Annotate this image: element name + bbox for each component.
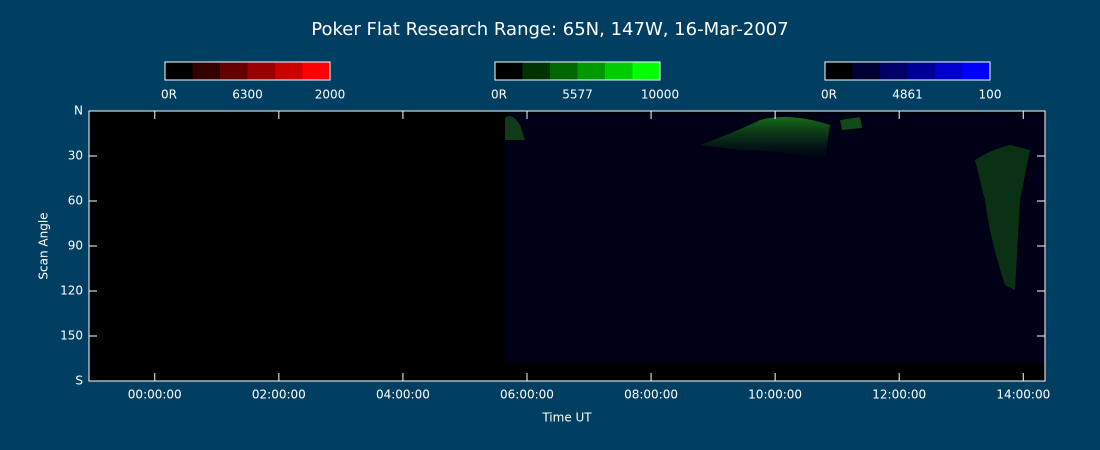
colorbar-frame	[494, 61, 661, 81]
x-tick-label: 02:00:00	[252, 388, 306, 402]
colorbar-segment	[825, 62, 853, 80]
colorbar-segment	[577, 62, 605, 80]
colorbar-segment	[247, 62, 275, 80]
colorbar-segment	[632, 62, 660, 80]
colorbar-label: 0R	[161, 88, 177, 102]
y-axis-label: Scan Angle	[37, 212, 51, 279]
keogram-aurora	[975, 145, 1030, 290]
colorbar-segment	[220, 62, 248, 80]
colorbar-segment	[192, 62, 220, 80]
colorbar-segment	[275, 62, 303, 80]
colorbar-frame	[164, 61, 331, 81]
keogram-noise	[505, 113, 1045, 363]
chart-title: Poker Flat Research Range: 65N, 147W, 16…	[311, 19, 788, 40]
y-tick-label: S	[75, 374, 83, 388]
colorbar-segment	[495, 62, 523, 80]
colorbar-label: 2000	[315, 88, 346, 102]
colorbar-segment	[165, 62, 193, 80]
x-tick-label: 06:00:00	[500, 388, 554, 402]
colorbar-segment	[935, 62, 963, 80]
colorbar-segment	[962, 62, 990, 80]
colorbar-frame	[824, 61, 991, 81]
colorbar-label: 0R	[491, 88, 507, 102]
colorbar-segment	[880, 62, 908, 80]
x-tick-label: 00:00:00	[128, 388, 182, 402]
colorbar-segment	[302, 62, 330, 80]
colorbar-segment	[852, 62, 880, 80]
y-tick-label: 60	[68, 194, 83, 208]
y-tick-label: 90	[68, 239, 83, 253]
x-tick-label: 14:00:00	[996, 388, 1050, 402]
colorbar-label: 100	[979, 88, 1002, 102]
colorbar-label: 6300	[232, 88, 263, 102]
colorbar-segment	[550, 62, 578, 80]
colorbar-segment	[522, 62, 550, 80]
keogram-aurora	[505, 116, 525, 140]
colorbar-label: 0R	[821, 88, 837, 102]
y-tick-label: N	[74, 104, 83, 118]
colorbar-segment	[605, 62, 633, 80]
colorbar-label: 5577	[562, 88, 593, 102]
x-tick-label: 08:00:00	[624, 388, 678, 402]
colorbar-label: 4861	[892, 88, 923, 102]
y-tick-label: 150	[60, 329, 83, 343]
keogram-aurora	[700, 116, 830, 160]
y-tick-label: 120	[60, 284, 83, 298]
x-tick-label: 04:00:00	[376, 388, 430, 402]
x-tick-label: 10:00:00	[748, 388, 802, 402]
x-tick-label: 12:00:00	[872, 388, 926, 402]
colorbar-segment	[907, 62, 935, 80]
y-tick-label: 30	[68, 149, 83, 163]
colorbar-label: 10000	[641, 88, 679, 102]
keogram-aurora	[840, 117, 862, 130]
x-axis-label: Time UT	[541, 411, 592, 425]
